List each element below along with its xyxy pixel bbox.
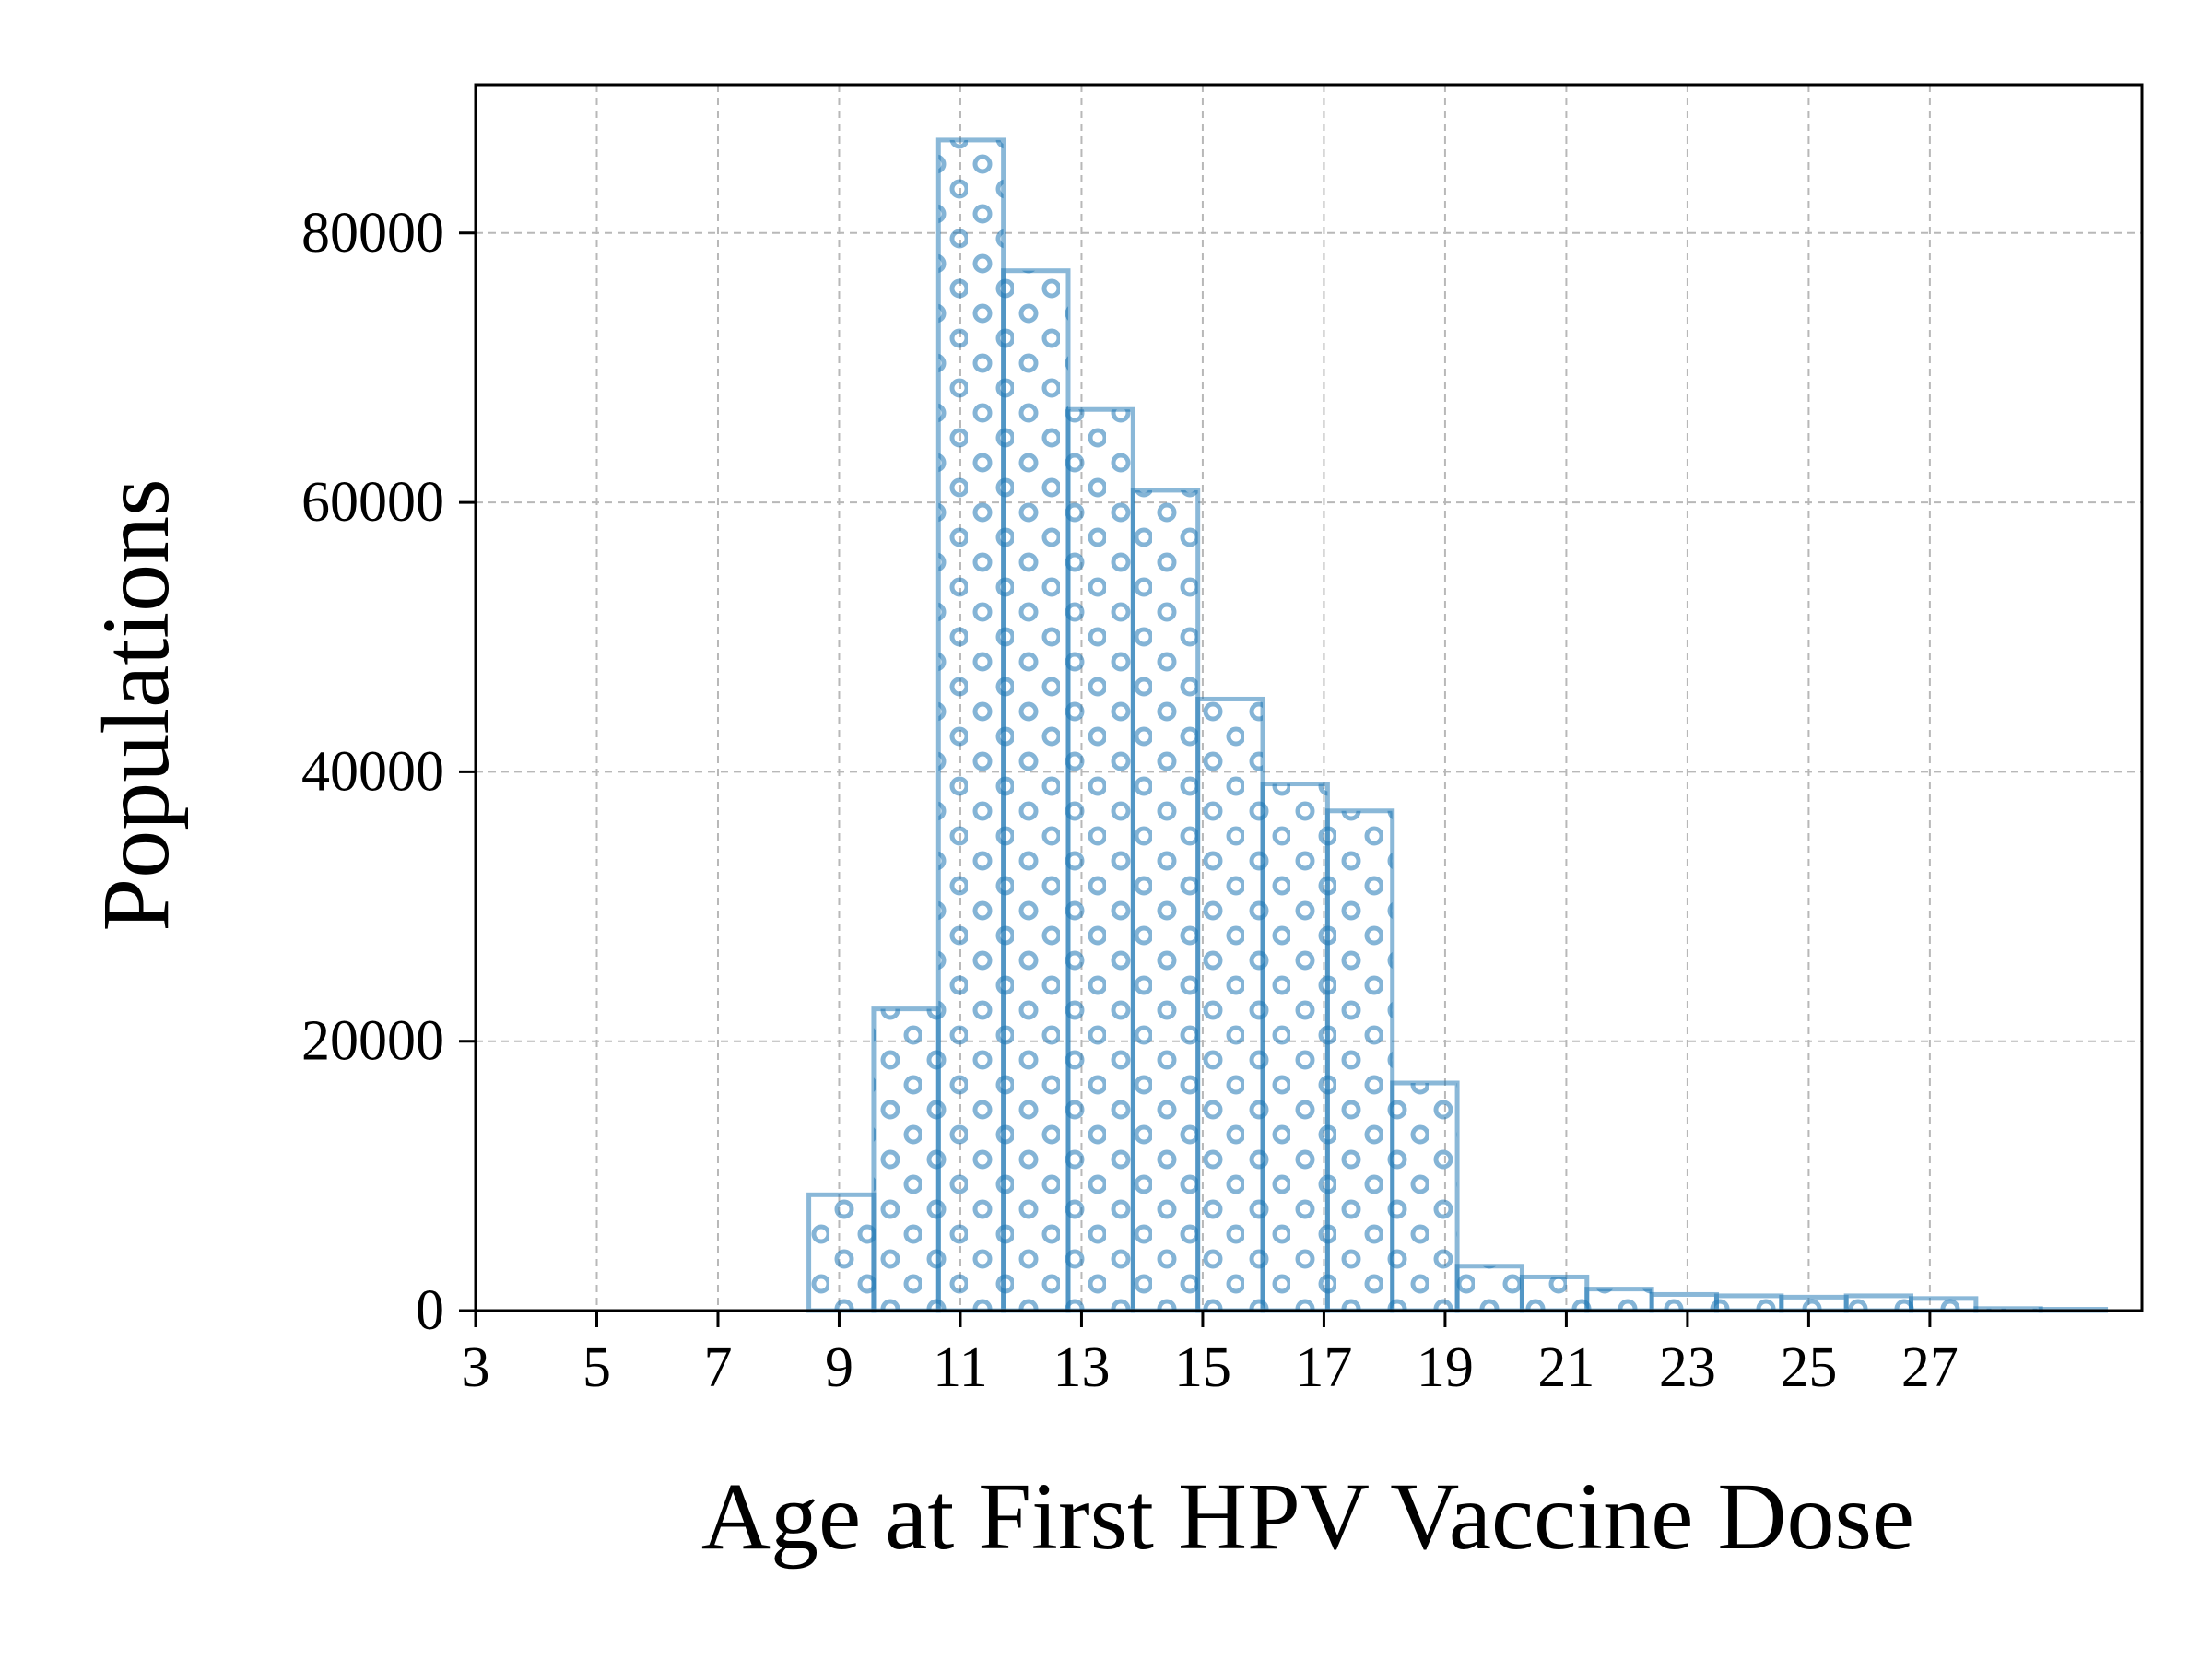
bar-fill-8 [1327,810,1393,1311]
y-tick-label-1: 20000 [301,1010,444,1073]
bar-fill-16 [1846,1295,1912,1311]
bar-fill-11 [1522,1277,1587,1311]
y-tick-label-4: 80000 [301,202,444,265]
x-tick-label-6: 15 [1174,1336,1231,1399]
bar-fill-15 [1781,1297,1847,1311]
y-tick-label-0: 0 [416,1279,444,1342]
x-tick-label-12: 27 [1901,1336,1959,1399]
y-tick-label-3: 60000 [301,471,444,534]
y-axis: 0 20000 40000 60000 80000 [301,202,476,1342]
y-tick-label-2: 40000 [301,740,444,803]
y-axis-title: Populations [83,478,189,931]
x-tick-label-1: 5 [582,1336,611,1399]
x-tick-label-9: 21 [1537,1336,1594,1399]
x-tick-label-0: 3 [462,1336,490,1399]
x-tick-label-5: 13 [1053,1336,1110,1399]
bar-fill-4 [1067,409,1134,1311]
bar-fill-6 [1197,699,1264,1311]
bar-fill-1 [873,1008,939,1311]
x-tick-label-11: 25 [1780,1336,1837,1399]
x-tick-label-4: 11 [933,1336,988,1399]
x-axis: 3 5 7 9 11 13 15 17 19 21 23 25 27 [462,1311,1959,1399]
bar-fill-5 [1133,489,1198,1311]
bar-fill-10 [1457,1265,1523,1311]
x-tick-label-3: 9 [825,1336,853,1399]
bar-fill-9 [1392,1083,1458,1311]
plot-frame [474,83,2144,1312]
bar-fill-17 [1911,1298,1976,1311]
x-tick-label-10: 23 [1659,1336,1716,1399]
bar-fill-12 [1586,1288,1653,1311]
x-axis-title: Age at First HPV Vaccine Dose [701,1464,1914,1570]
bars-layer [806,137,2109,1313]
bar-fill-3 [1003,270,1068,1311]
bar-fill-7 [1263,783,1328,1311]
x-tick-label-7: 17 [1295,1336,1352,1399]
bar-fill-2 [938,139,1004,1311]
bar-fill-14 [1716,1295,1782,1311]
x-tick-label-2: 7 [703,1336,732,1399]
bar-fill-13 [1652,1294,1717,1311]
x-tick-label-8: 19 [1417,1336,1474,1399]
bar-fill-0 [808,1194,874,1311]
